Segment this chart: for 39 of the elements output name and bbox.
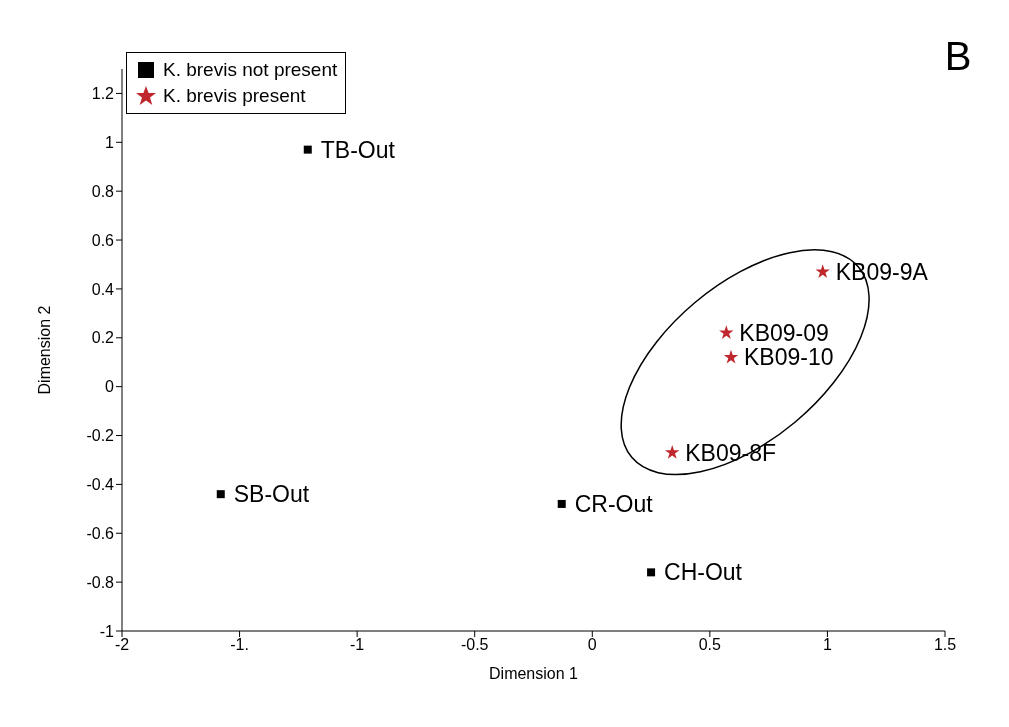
point (665, 445, 680, 459)
annotation: SB-Out (233, 481, 310, 508)
annotation: KB09-10 (744, 344, 834, 371)
y-tick-label: 1.2 (91, 85, 115, 103)
annotation: B (944, 34, 972, 78)
y-tick-label: 1 (105, 133, 115, 151)
x-tick-label: 1.5 (933, 636, 957, 654)
y-tick-label: -0.6 (86, 524, 115, 542)
x-tick-label: 0 (587, 636, 597, 654)
x-axis-title: Dimension 1 (489, 665, 579, 682)
x-tick-label: 0.5 (698, 636, 722, 654)
annotation: CH-Out (664, 559, 743, 586)
point (723, 349, 739, 364)
point (647, 568, 656, 577)
point (557, 499, 566, 508)
legend-label: K. brevis present (163, 84, 306, 108)
point (303, 145, 312, 154)
point (815, 264, 830, 278)
legend-label: K. brevis not present (163, 58, 338, 82)
point (719, 325, 734, 339)
x-tick-label: -2 (114, 636, 130, 654)
x-tick-label: -1 (350, 636, 365, 654)
y-tick-label: 0.2 (91, 329, 115, 347)
y-tick-label: 0.4 (91, 280, 115, 298)
y-tick-label: -0.4 (86, 476, 115, 494)
x-tick-label: -0.5 (460, 636, 489, 654)
y-tick-label: -0.2 (86, 427, 115, 445)
y-tick-label: 0.8 (91, 182, 115, 200)
x-tick-label: 1 (822, 636, 832, 654)
point (216, 490, 225, 499)
y-axis-title: Dimension 2 (35, 305, 53, 395)
annotation: KB09-09 (739, 319, 829, 346)
x-tick-label: -1. (230, 636, 249, 654)
y-tick-label: 0.6 (91, 231, 115, 249)
y-tick-label: -0.8 (86, 573, 115, 591)
y-tick-label: -1 (99, 622, 115, 640)
annotation: CR-Out (574, 490, 654, 517)
annotation: TB-Out (320, 136, 396, 163)
y-tick-label: 0 (105, 378, 115, 396)
